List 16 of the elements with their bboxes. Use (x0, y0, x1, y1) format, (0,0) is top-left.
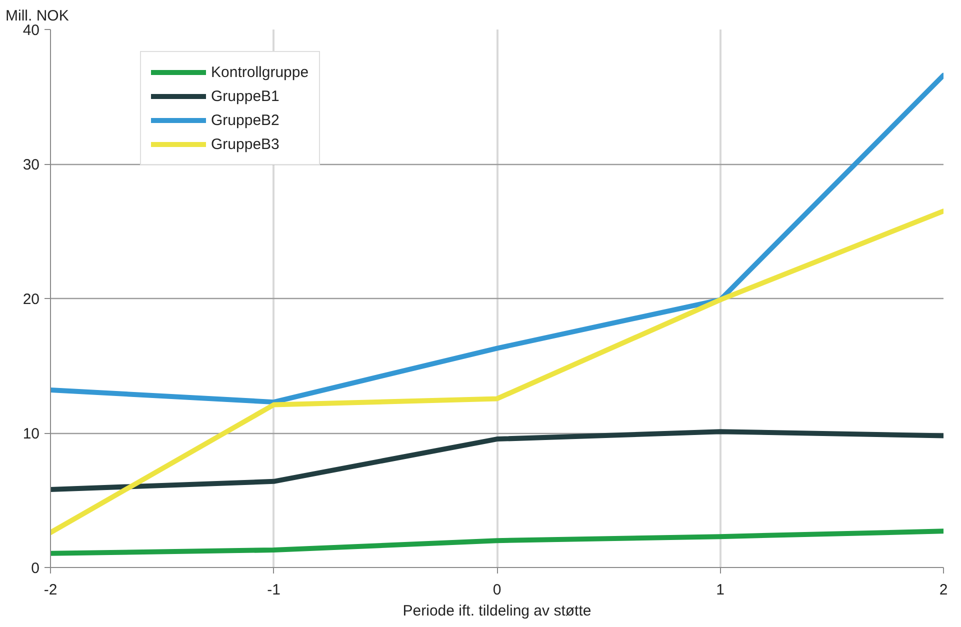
legend-label: GruppeB1 (211, 88, 280, 104)
y-axis-title: Mill. NOK (6, 8, 69, 24)
x-tick-label: -2 (44, 582, 58, 598)
y-tick-label: 10 (22, 426, 40, 442)
x-tick-label: 0 (492, 582, 502, 598)
legend-label: GruppeB3 (211, 136, 280, 152)
x-tick-label: -1 (267, 582, 280, 598)
x-axis-title: Periode ift. tildeling av støtte (402, 602, 592, 620)
legend-label: GruppeB2 (211, 112, 280, 128)
x-tick-label: 1 (716, 582, 724, 598)
legend-label: Kontrollgruppe (211, 64, 309, 80)
y-tick-label: 20 (22, 291, 40, 308)
y-tick-label: 30 (22, 156, 40, 174)
y-tick-label: 0 (31, 560, 40, 577)
x-tick-label: 2 (939, 582, 948, 598)
y-tick-label: 40 (22, 22, 40, 39)
